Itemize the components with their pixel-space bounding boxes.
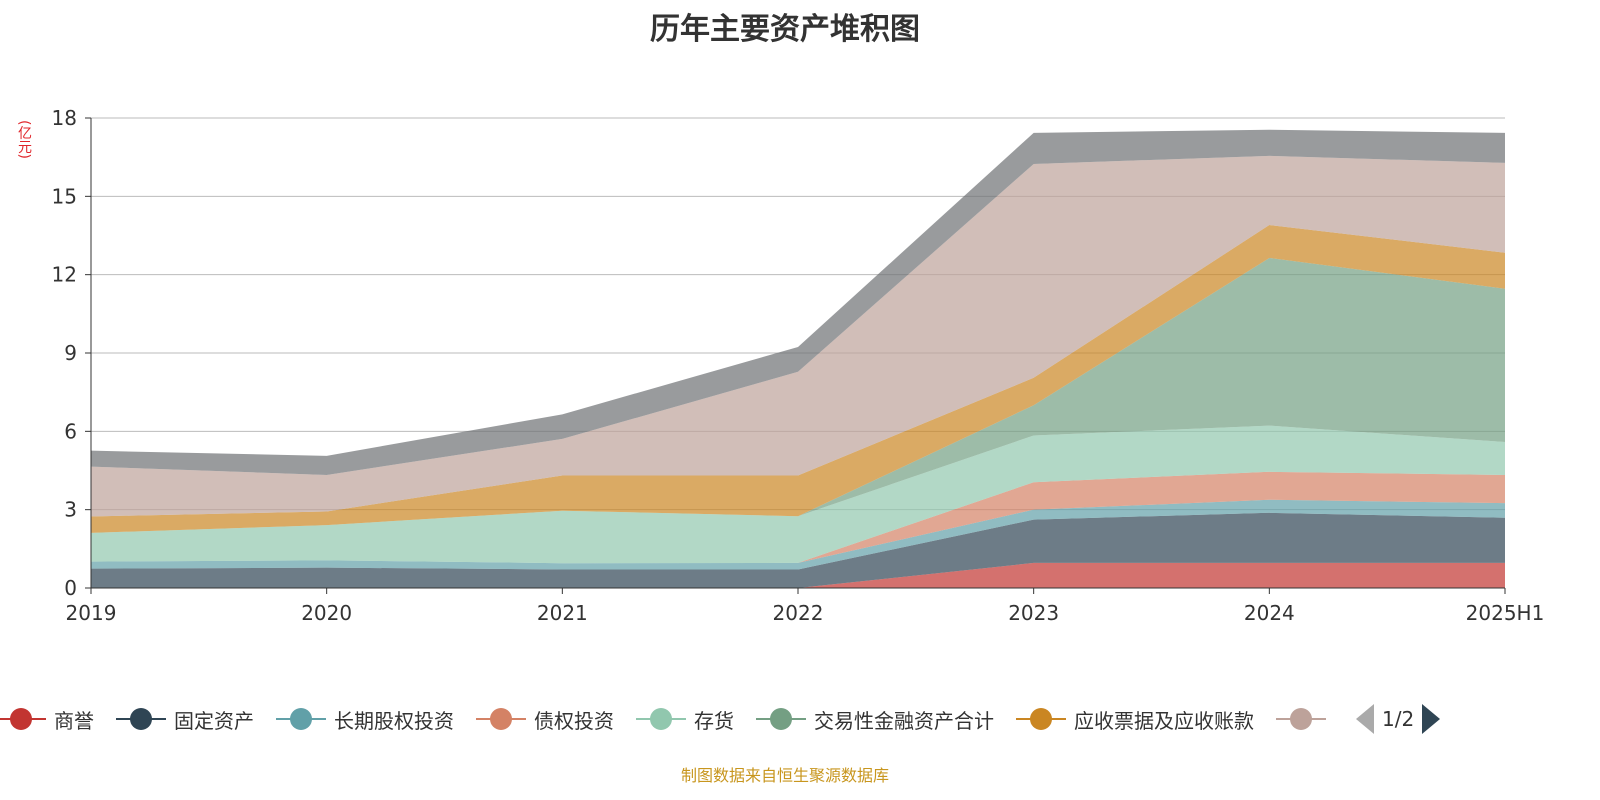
area-series-6 [91, 225, 1505, 533]
y-tick-label: 12 [52, 263, 77, 287]
legend-marker-icon [1016, 707, 1066, 731]
y-tick-label: 3 [64, 498, 77, 522]
legend-label: 债权投资 [534, 708, 614, 733]
legend-marker-icon [636, 707, 686, 731]
legend-item[interactable]: 长期股权投资 [276, 705, 454, 734]
data-source-note: 制图数据来自恒生聚源数据库 [680, 766, 889, 785]
area-series-3 [91, 471, 1505, 564]
legend-label: 长期股权投资 [334, 708, 454, 733]
legend-item[interactable]: 交易性金融资产合计 [756, 705, 994, 734]
x-tick-label: 2020 [301, 601, 352, 625]
y-tick-label: 9 [64, 341, 77, 365]
legend-marker-icon [1276, 707, 1326, 731]
y-tick-label: 18 [52, 106, 77, 130]
legend-item[interactable]: 存货 [636, 705, 734, 734]
legend-label: 交易性金融资产合计 [814, 708, 994, 733]
legend-marker-icon [476, 707, 526, 731]
legend-label: 存货 [694, 708, 734, 733]
stacked-area-chart: 0 3 6 9 12 15 18 2019 2020 2021 2022 2023 2024 2025H1 [52, 106, 1545, 625]
legend-item[interactable]: 应收票据及应收账款 [1016, 705, 1254, 734]
area-series-7 [91, 155, 1505, 517]
legend-marker-icon [116, 707, 166, 731]
legend-marker-icon [756, 707, 806, 731]
legend-next-page-icon[interactable] [1422, 704, 1441, 734]
y-tick-label: 6 [64, 419, 77, 443]
legend-marker-icon [276, 707, 326, 731]
legend-label: 固定资产 [174, 708, 254, 733]
x-tick-label: 2025H1 [1466, 601, 1545, 625]
legend-label: 应收票据及应收账款 [1074, 708, 1254, 733]
legend-page-indicator: 1/2 [1382, 707, 1415, 731]
legend-marker-icon [0, 707, 46, 731]
legend: 商誉 固定资产 长期股权投资 债权投资 存货 交易性金融资产合计 应收票据及应收账款 1/2 [0, 704, 1441, 734]
y-axis-unit: (亿元) [16, 120, 32, 159]
chart-title: 历年主要资产堆积图 [650, 12, 920, 47]
x-tick-label: 2024 [1244, 601, 1295, 625]
legend-pager: 1/2 [1356, 704, 1441, 734]
y-tick-label: 15 [52, 184, 77, 208]
y-tick-label: 0 [64, 576, 77, 600]
legend-prev-page-icon[interactable] [1356, 704, 1374, 734]
legend-item[interactable]: 债权投资 [476, 705, 614, 734]
legend-item[interactable] [1276, 707, 1334, 731]
x-tick-label: 2023 [1008, 601, 1059, 625]
area-series-5 [91, 257, 1505, 533]
x-tick-label: 2021 [537, 601, 588, 625]
legend-label: 商誉 [54, 708, 94, 733]
area-series-2 [91, 499, 1505, 570]
x-tick-label: 2019 [66, 601, 117, 625]
area-series-0 [91, 562, 1505, 588]
x-tick-label: 2022 [773, 601, 824, 625]
area-series-1 [91, 512, 1505, 588]
legend-item[interactable]: 固定资产 [116, 705, 254, 734]
legend-item[interactable]: 商誉 [0, 705, 94, 734]
area-series-4 [91, 425, 1505, 564]
